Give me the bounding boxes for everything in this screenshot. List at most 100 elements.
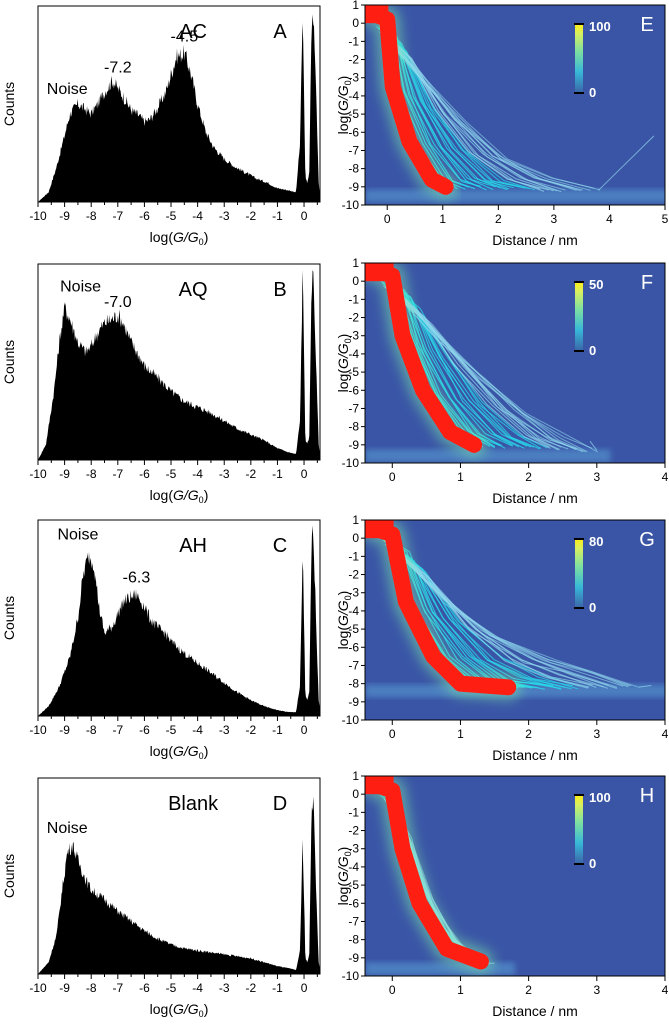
y-tick-label: -8 — [348, 933, 359, 947]
colorbar-min-label: 0 — [589, 856, 596, 871]
x-axis-label: Distance / nm — [492, 490, 578, 506]
y-tick-label: -5 — [348, 365, 359, 379]
x-tick-label: -7 — [112, 981, 123, 995]
trace-line — [384, 39, 601, 191]
x-tick-label: -3 — [219, 981, 230, 995]
peak-annotation: Noise — [47, 81, 88, 98]
x-tick-label: -1 — [272, 209, 283, 223]
plot-frame — [364, 262, 666, 464]
trace-line — [385, 537, 589, 689]
y-tick-label: -2 — [348, 53, 359, 67]
x-tick-label: -5 — [166, 209, 177, 223]
heatmap-density — [365, 263, 611, 463]
tail-trace — [637, 684, 652, 688]
panel-letter: E — [640, 14, 653, 36]
x-tick-label: -1 — [272, 981, 283, 995]
colorbar-max-label: 50 — [589, 277, 603, 292]
panel-title: AH — [179, 535, 207, 557]
x-tick-label: -2 — [245, 209, 256, 223]
x-tick-label: 4 — [662, 983, 669, 997]
panel-title: AC — [179, 21, 207, 43]
y-axis-label-suffix: ) — [335, 334, 351, 339]
y-tick-label: -8 — [348, 162, 359, 176]
y-tick-label: -1 — [348, 549, 359, 563]
noise-floor-band — [365, 189, 665, 203]
x-tick-label: -2 — [245, 723, 256, 737]
x-tick-label: -3 — [219, 467, 230, 481]
y-tick-label: -4 — [348, 860, 359, 874]
y-tick-label: -2 — [348, 568, 359, 582]
colorbar — [575, 538, 583, 608]
x-tick-label: 3 — [551, 212, 558, 226]
x-tick-label: 2 — [525, 727, 532, 741]
x-tick-label: -7 — [112, 723, 123, 737]
x-tick-label: 3 — [593, 983, 600, 997]
x-axis-label-var: G/G — [173, 487, 199, 503]
contact-region — [365, 5, 389, 24]
y-tick-label: -9 — [348, 695, 359, 709]
y-axis-label-var: G/G — [335, 600, 351, 626]
x-axis-label-prefix: log( — [150, 1001, 174, 1017]
y-tick-label: -6 — [348, 640, 359, 654]
y-tick-label: 0 — [352, 531, 359, 545]
panel-letter: D — [273, 793, 287, 815]
plot-frame — [37, 263, 321, 461]
x-tick-label: -10 — [29, 981, 47, 995]
x-tick-label: -8 — [86, 467, 97, 481]
y-tick-label: -10 — [342, 198, 360, 212]
colorbar-min-label: 0 — [589, 85, 596, 100]
y-tick-label: -3 — [348, 586, 359, 600]
x-tick-label: 4 — [606, 212, 613, 226]
x-tick-label: -3 — [219, 723, 230, 737]
colorbar — [575, 23, 583, 93]
y-tick-label: -7 — [348, 401, 359, 415]
panel-title: AQ — [179, 279, 208, 301]
histogram-fill — [38, 525, 320, 716]
y-tick-label: 1 — [352, 513, 359, 527]
y-tick-label: -5 — [348, 622, 359, 636]
colorbar-min-label: 0 — [589, 343, 596, 358]
heatmap-density — [365, 520, 665, 701]
tail-trace — [597, 135, 655, 191]
y-tick-label: -8 — [348, 420, 359, 434]
colorbar-min-label: 0 — [589, 600, 596, 615]
x-tick-label: -1 — [272, 723, 283, 737]
x-tick-label: -4 — [192, 467, 203, 481]
x-axis-label-suffix: ) — [204, 743, 209, 759]
x-tick-label: -9 — [59, 981, 70, 995]
plot-frame — [364, 4, 666, 206]
trace-line — [384, 279, 551, 449]
y-tick-label: 0 — [352, 787, 359, 801]
trace-line — [383, 539, 597, 689]
x-tick-label: -1 — [272, 467, 283, 481]
x-tick-label: -3 — [219, 209, 230, 223]
x-tick-label: -8 — [86, 209, 97, 223]
x-axis-label-sub: 0 — [199, 237, 204, 247]
x-tick-label: -8 — [86, 981, 97, 995]
trace-line — [393, 544, 638, 688]
x-axis-label: log(G/G0) — [150, 229, 209, 247]
y-tick-label: -3 — [348, 71, 359, 85]
histogram-fill — [38, 14, 320, 203]
trace-line — [385, 38, 591, 191]
panel-title: Blank — [168, 793, 219, 815]
x-tick-label: 2 — [525, 470, 532, 484]
x-tick-label: 1 — [457, 727, 464, 741]
peak-annotation: Noise — [57, 527, 98, 544]
y-axis-label: Counts — [1, 854, 17, 898]
y-axis-label: log(G/G0) — [335, 591, 353, 650]
peak-annotation: -6.3 — [123, 570, 151, 587]
x-axis-label-var: G/G — [173, 229, 199, 245]
trace-line — [389, 543, 618, 690]
x-tick-label: -9 — [59, 467, 70, 481]
y-tick-label: -7 — [348, 914, 359, 928]
trace-line — [394, 288, 598, 453]
colorbar — [575, 794, 583, 864]
plot-frame — [37, 777, 321, 975]
peak-annotation: Noise — [47, 820, 88, 837]
